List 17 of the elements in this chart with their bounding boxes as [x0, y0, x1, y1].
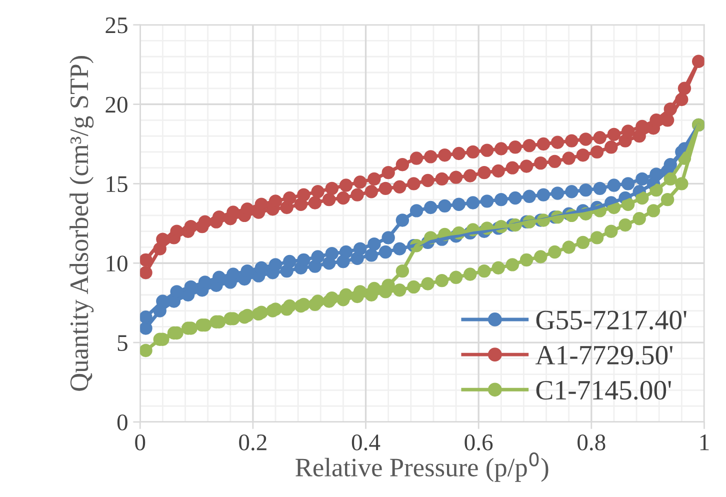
x-tick-label: 0.2 [239, 434, 266, 450]
x-tick-label: 0 [135, 434, 146, 450]
x-axis-title: Relative Pressure (p/p$^{0}$) [296, 452, 548, 482]
y-tick-label: 10 [106, 256, 128, 272]
x-tick-label: 0.4 [352, 434, 380, 450]
y-tick-label: 15 [106, 176, 128, 192]
x-tick-label: 1 [700, 434, 709, 450]
legend-label: A1-7729.50' [535, 346, 672, 365]
y-tick-label: 0 [117, 414, 128, 430]
y-axis-title: Quantity Adsorbed (cm³/g STP) [70, 56, 94, 391]
x-tick-label: 0.6 [464, 434, 493, 450]
y-tick-label: 20 [106, 96, 128, 113]
legend-label: C1-7145.00' [536, 380, 671, 400]
y-tick-label: 25 [106, 17, 128, 34]
legend-label: G55-7217.40' [536, 310, 686, 330]
y-tick-label: 5 [118, 335, 128, 351]
x-tick-label: 0.8 [578, 434, 606, 450]
